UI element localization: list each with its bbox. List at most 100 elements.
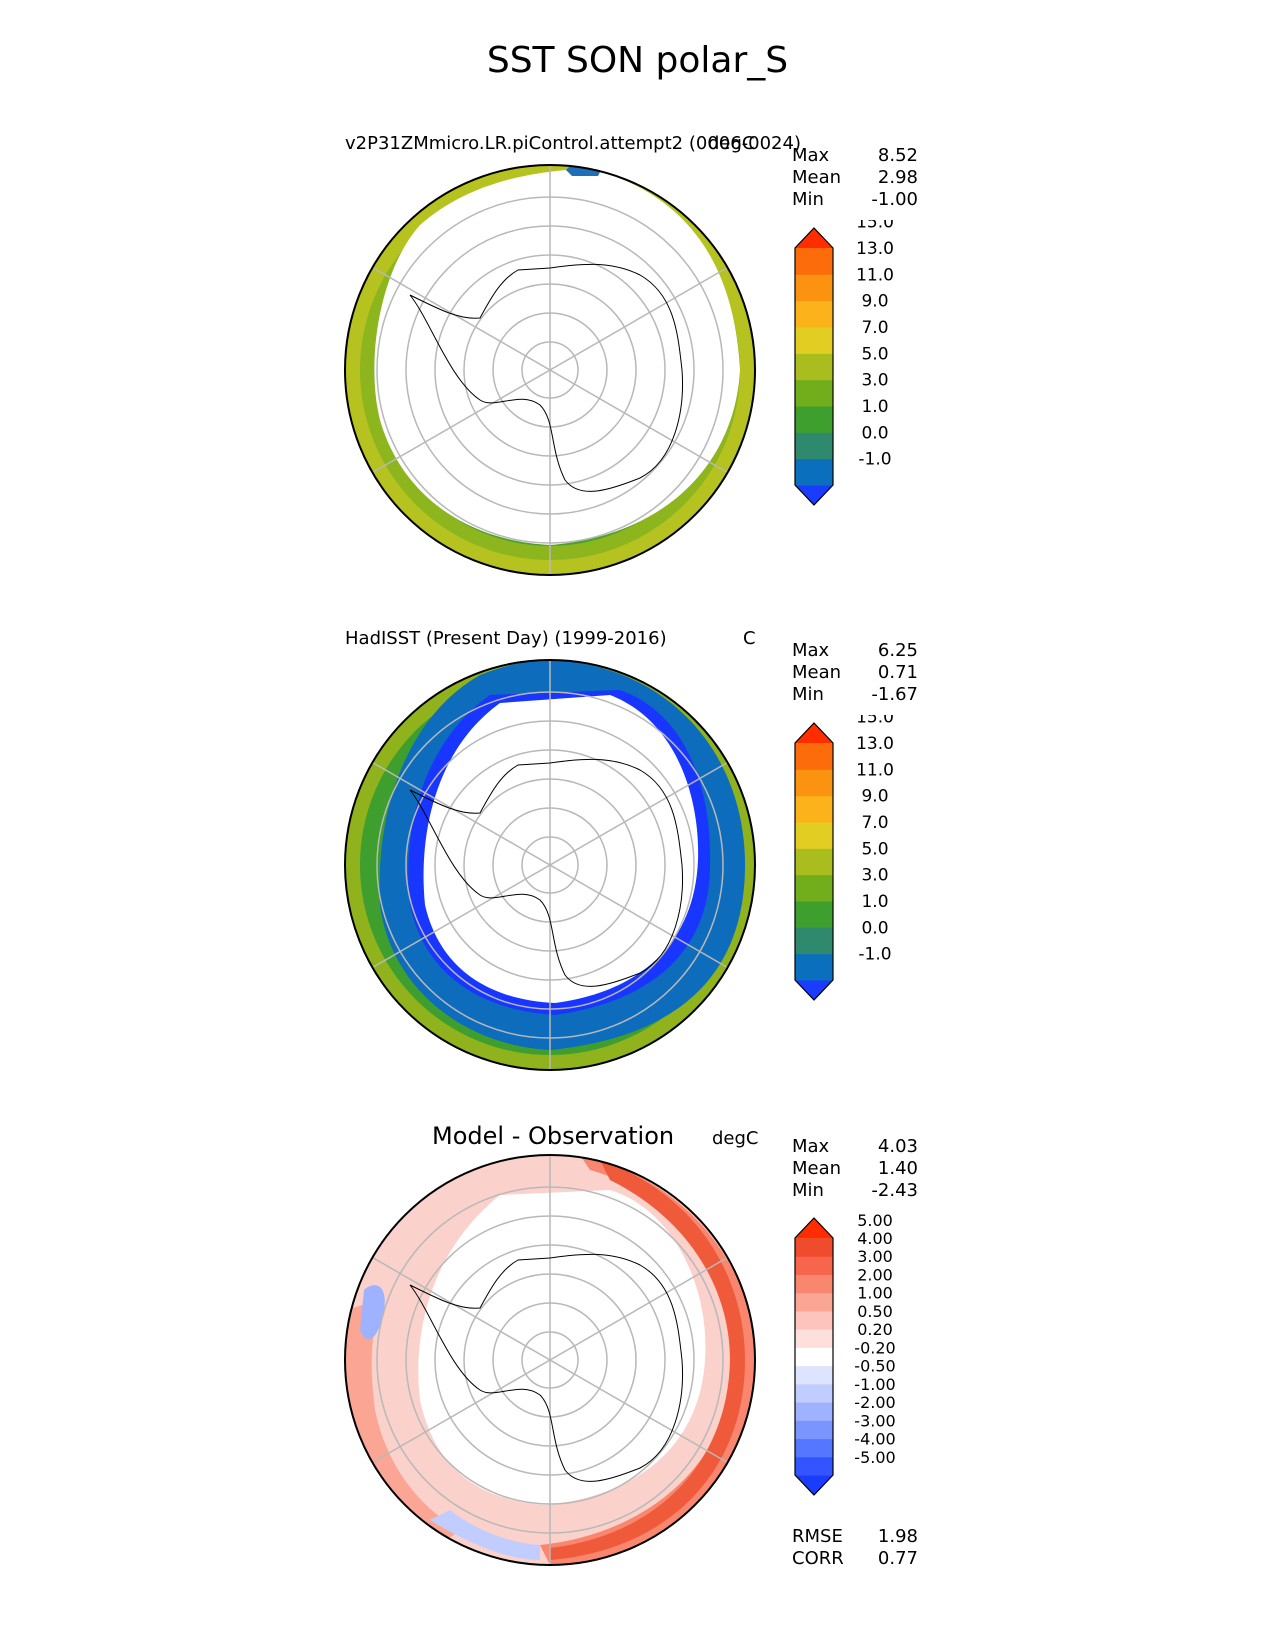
colorbar-tick-label: -0.50 <box>854 1357 895 1376</box>
colorbar-tick-label: -3.00 <box>854 1411 895 1430</box>
colorbar-band <box>795 248 833 275</box>
colorbar-tick-label: 1.00 <box>857 1284 893 1303</box>
colorbar-tick-label: 9.0 <box>861 787 888 807</box>
colorbar-band <box>795 432 833 460</box>
panel-2-map <box>344 659 756 1071</box>
colorbar-tick-label: 11.0 <box>856 760 894 780</box>
colorbar-tick-label: 0.0 <box>861 918 888 938</box>
panel-3-units: degC <box>712 1128 759 1149</box>
panel-3-mean-value: 1.40 <box>877 1158 918 1179</box>
colorbar-tick-label: 1.0 <box>861 892 888 912</box>
colorbar-band <box>795 1238 833 1257</box>
panel-3-corr-value: 0.77 <box>877 1548 918 1569</box>
colorbar-band <box>795 723 833 743</box>
colorbar-band <box>795 1475 833 1495</box>
colorbar-band <box>795 1365 833 1385</box>
panel-2-title: HadISST (Present Day) (1999-2016) <box>345 628 667 649</box>
colorbar-band <box>795 1256 833 1275</box>
panel-1-min-label: Min <box>792 189 824 210</box>
panel-1-colorbar-bands <box>794 227 834 506</box>
colorbar-band <box>795 1329 833 1348</box>
panel-2-max-value: 6.25 <box>877 640 918 661</box>
colorbar-band <box>795 1347 833 1367</box>
panel-3-title: Model - Observation <box>432 1122 675 1150</box>
colorbar-band <box>795 874 833 902</box>
panel-2-colorbar: 15.0 13.0 11.0 9.0 7.0 5.0 3.0 1.0 0.0 -1.0 <box>794 715 894 1001</box>
colorbar-band <box>795 300 833 328</box>
panel-3-corr-label: CORR <box>792 1548 844 1569</box>
colorbar-tick-label: 5.0 <box>861 839 888 859</box>
colorbar-tick-label: -2.00 <box>854 1393 895 1412</box>
colorbar-band <box>795 1456 833 1476</box>
colorbar-tick-label: 5.00 <box>857 1211 893 1230</box>
panel-2-colorbar-ticks: 15.0 13.0 11.0 9.0 7.0 5.0 3.0 1.0 0.0 -1.0 <box>856 715 894 965</box>
colorbar-tick-label: 0.50 <box>857 1302 893 1321</box>
panel-2-max-label: Max <box>792 640 830 661</box>
colorbar-tick-label: 13.0 <box>856 734 894 754</box>
colorbar-tick-label: 7.0 <box>861 813 888 833</box>
panel-1-min-value: -1.00 <box>871 189 918 210</box>
colorbar-tick-label: 2.00 <box>857 1265 893 1284</box>
panel-1-colorbar: 15.0 13.0 11.0 9.0 7.0 5.0 3.0 1.0 0.0 -1.0 <box>794 220 894 506</box>
colorbar-tick-label: 0.0 <box>861 423 888 443</box>
panel-3-colorbar-bands <box>794 1217 834 1496</box>
panel-3-max-value: 4.03 <box>877 1136 918 1157</box>
colorbar-band <box>795 406 833 433</box>
colorbar-tick-label: -4.00 <box>854 1430 895 1449</box>
colorbar-tick-label: -0.20 <box>854 1338 895 1357</box>
panel-3-colorbar: 5.004.003.002.001.000.500.20-0.20-0.50-1… <box>794 1211 896 1496</box>
colorbar-tick-label: 13.0 <box>856 239 894 259</box>
colorbar-tick-label: 7.0 <box>861 318 888 338</box>
colorbar-band <box>795 769 833 797</box>
colorbar-band <box>795 327 833 354</box>
panel-2-min-label: Min <box>792 684 824 705</box>
panel-1-max-value: 8.52 <box>877 145 918 166</box>
colorbar-band <box>795 927 833 955</box>
colorbar-band <box>795 1274 833 1294</box>
colorbar-band <box>795 485 833 505</box>
panel-3-rmse-value: 1.98 <box>877 1526 918 1547</box>
panel-3-map <box>344 1154 756 1566</box>
colorbar-band <box>795 1420 833 1440</box>
colorbar-band <box>795 1292 833 1312</box>
colorbar-outline <box>794 227 834 506</box>
colorbar-tick-label: 3.00 <box>857 1247 893 1266</box>
colorbar-outline <box>794 722 834 1001</box>
colorbar-band <box>795 901 833 928</box>
colorbar-tick-label: -1.0 <box>858 450 891 470</box>
panel-2-mean-value: 0.71 <box>877 662 918 683</box>
colorbar-band <box>795 1310 833 1330</box>
colorbar-tick-label: -5.00 <box>854 1448 895 1467</box>
colorbar-tick-label: -1.00 <box>854 1375 895 1394</box>
colorbar-tick-label: 15.0 <box>856 220 894 233</box>
panel-3-min-value: -2.43 <box>871 1180 918 1201</box>
panel-3-max-label: Max <box>792 1136 830 1157</box>
colorbar-band <box>795 379 833 407</box>
panel-1-max-label: Max <box>792 145 830 166</box>
panel-3-min-label: Min <box>792 1180 824 1201</box>
colorbar-band <box>795 1402 833 1421</box>
panel-1-mean-value: 2.98 <box>877 167 918 188</box>
colorbar-tick-label: 5.0 <box>861 344 888 364</box>
figure-title: SST SON polar_S <box>486 40 789 81</box>
colorbar-tick-label: 0.20 <box>857 1320 893 1339</box>
colorbar-tick-label: 3.0 <box>861 866 888 886</box>
colorbar-band <box>795 274 833 302</box>
colorbar-band <box>795 1383 833 1403</box>
colorbar-band <box>795 458 833 486</box>
colorbar-tick-label: 4.00 <box>857 1229 893 1248</box>
colorbar-tick-label: 1.0 <box>861 397 888 417</box>
panel-2-colorbar-bands <box>794 722 834 1001</box>
colorbar-tick-label: 9.0 <box>861 292 888 312</box>
panel-3-mean-label: Mean <box>792 1158 842 1179</box>
panel-1-mean-label: Mean <box>792 167 842 188</box>
panel-1-units: degC <box>708 133 755 154</box>
panel-2-min-value: -1.67 <box>871 684 918 705</box>
colorbar-band <box>795 1218 833 1238</box>
panel-1-colorbar-ticks: 15.0 13.0 11.0 9.0 7.0 5.0 3.0 1.0 0.0 -1.0 <box>856 220 894 470</box>
panel-1-map <box>344 164 756 576</box>
colorbar-tick-label: 11.0 <box>856 265 894 285</box>
colorbar-band <box>795 953 833 981</box>
panel-3-rmse-label: RMSE <box>792 1526 843 1547</box>
colorbar-band <box>795 848 833 876</box>
